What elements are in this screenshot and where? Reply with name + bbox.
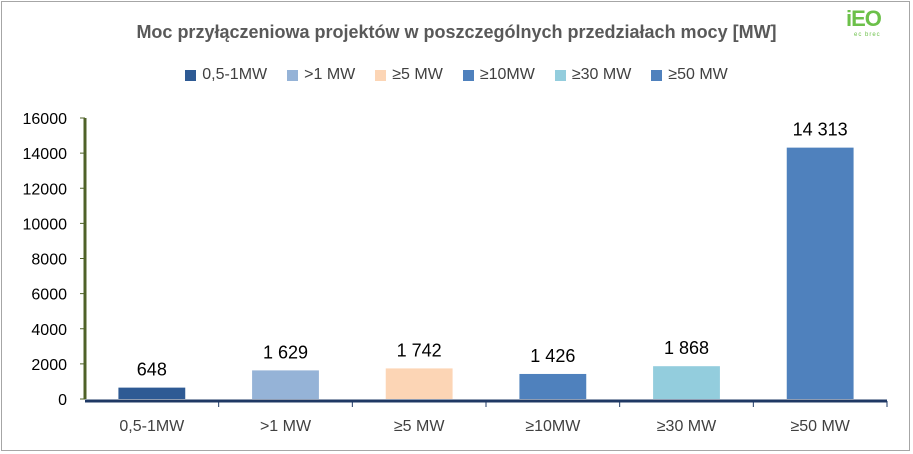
legend-swatch xyxy=(375,69,387,81)
legend-item: ≥50 MW xyxy=(651,66,728,84)
legend-swatch xyxy=(651,69,663,81)
legend-swatch xyxy=(287,69,299,81)
y-tick-label: 12000 xyxy=(23,181,68,198)
x-tick-label: ≥50 MW xyxy=(790,418,850,435)
bar xyxy=(786,147,854,399)
legend-label: ≥10MW xyxy=(479,66,535,83)
data-label: 1 426 xyxy=(530,346,575,366)
legend-swatch xyxy=(462,69,474,81)
data-label: 1 742 xyxy=(397,340,442,360)
chart-legend: 0,5-1MW >1 MW ≥5 MW ≥10MW ≥30 MW ≥50 MW xyxy=(0,66,913,84)
y-tick-label: 8000 xyxy=(31,252,67,269)
legend-item: ≥10MW xyxy=(462,66,535,84)
legend-swatch xyxy=(554,69,566,81)
x-tick-label: >1 MW xyxy=(260,418,312,435)
ieo-logo: iEO ec brec xyxy=(840,6,900,42)
x-tick-label: ≥30 MW xyxy=(657,418,717,435)
y-tick-label: 2000 xyxy=(31,357,67,374)
x-tick-label: ≥10MW xyxy=(525,418,581,435)
bar xyxy=(519,373,587,399)
y-tick-label: 6000 xyxy=(31,287,67,304)
legend-label: >1 MW xyxy=(304,66,356,83)
chart-title: Moc przyłączeniowa projektów w poszczegó… xyxy=(136,22,777,42)
data-label: 1 629 xyxy=(263,342,308,362)
bar xyxy=(653,366,720,399)
y-tick-label: 0 xyxy=(58,392,67,409)
legend-label: ≥50 MW xyxy=(668,66,728,83)
bar xyxy=(385,368,453,399)
x-tick-label: ≥5 MW xyxy=(394,418,445,435)
legend-label: ≥5 MW xyxy=(392,66,443,83)
legend-item: 0,5-1MW xyxy=(185,66,267,84)
legend-label: 0,5-1MW xyxy=(202,66,268,83)
y-tick-label: 10000 xyxy=(23,216,68,233)
data-label: 648 xyxy=(137,360,167,380)
legend-item: ≥30 MW xyxy=(554,66,632,84)
y-tick-label: 4000 xyxy=(31,322,67,339)
data-label: 14 313 xyxy=(793,120,848,140)
legend-label: ≥30 MW xyxy=(571,66,632,83)
legend-item: >1 MW xyxy=(287,66,355,84)
legend-item: ≥5 MW xyxy=(375,66,443,84)
bar xyxy=(118,387,186,399)
legend-swatch xyxy=(185,69,197,81)
y-tick-label: 14000 xyxy=(23,146,68,163)
x-tick-label: 0,5-1MW xyxy=(119,418,185,435)
data-label: 1 868 xyxy=(664,338,709,358)
y-tick-label: 16000 xyxy=(23,111,68,128)
logo-text: iEO xyxy=(846,6,882,31)
logo-subtext: ec brec xyxy=(854,32,881,38)
bar xyxy=(252,370,319,399)
